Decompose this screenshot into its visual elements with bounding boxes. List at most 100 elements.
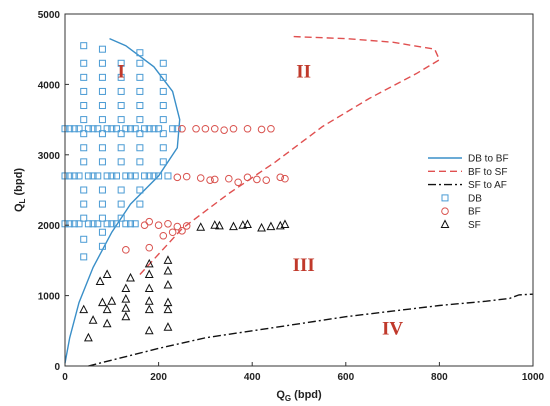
data-point-bf (253, 175, 261, 184)
data-point-db (150, 172, 158, 180)
data-point-db (103, 172, 111, 180)
data-point-db (84, 125, 92, 133)
data-point-db (80, 42, 88, 50)
data-point-db (66, 220, 74, 228)
region-label: I (117, 61, 124, 82)
data-point-db (98, 214, 106, 222)
data-point-bf (168, 228, 177, 237)
data-point-db (89, 125, 97, 133)
x-tick-label: 0 (62, 372, 68, 383)
data-point-bf (234, 178, 242, 187)
data-point-db (80, 158, 88, 166)
data-point-db (136, 116, 144, 124)
data-point-db (80, 144, 88, 152)
data-point-db (103, 125, 111, 133)
y-tick-label: 2000 (38, 221, 61, 232)
data-point-db (80, 87, 88, 95)
data-point-sf (121, 303, 131, 312)
data-point-bf (196, 174, 205, 182)
data-point-bf (201, 124, 210, 133)
data-point-bf (173, 173, 182, 182)
data-point-db (159, 144, 167, 152)
data-point-sf (144, 258, 154, 268)
data-point-db (66, 125, 74, 133)
y-axis-ticks: 0 1000 2000 3000 4000 5000 (38, 10, 69, 373)
data-point-db (141, 125, 149, 133)
data-point-db (136, 200, 144, 208)
data-point-db (169, 125, 177, 133)
data-point-db (98, 87, 106, 95)
x-tick-label: 400 (244, 372, 261, 383)
data-point-bf (210, 124, 219, 133)
data-point-sf (144, 325, 154, 335)
legend-swatch (441, 207, 449, 215)
data-point-sf (121, 283, 131, 293)
data-point-bf (182, 222, 191, 230)
data-point-db (159, 158, 167, 166)
data-point-db (80, 186, 88, 194)
data-point-db (89, 172, 97, 180)
data-point-db (80, 130, 88, 138)
data-point-db (117, 144, 125, 152)
x-axis-ticks: 0 200 400 600 800 1000 (62, 362, 545, 383)
legend-swatch (440, 219, 450, 228)
data-point-bf (159, 231, 168, 240)
data-point-sf (238, 220, 248, 229)
data-point-db (70, 220, 78, 228)
data-point-bf (229, 124, 238, 133)
data-point-db (84, 220, 92, 228)
data-point-sf (163, 304, 173, 314)
data-point-db (94, 220, 102, 228)
legend-label: SF (468, 220, 481, 231)
boundary-line (88, 293, 534, 367)
y-tick-label: 1000 (38, 292, 61, 303)
region-label: IV (382, 318, 403, 339)
data-point-db (136, 87, 144, 95)
data-point-bf (122, 246, 130, 254)
data-point-db (136, 73, 144, 81)
data-point-db (80, 102, 88, 110)
legend-label: DB to BF (468, 154, 509, 165)
data-point-bf (154, 221, 163, 229)
data-point-db (112, 125, 120, 133)
data-point-db (150, 125, 158, 133)
data-point-db (94, 172, 102, 180)
x-tick-label: 800 (431, 372, 448, 383)
data-point-db (98, 242, 106, 250)
data-point-sf (144, 283, 154, 293)
data-point-db (159, 130, 167, 138)
region-label: III (293, 255, 315, 276)
data-point-db (136, 102, 144, 110)
data-point-bf (206, 176, 214, 184)
data-point-sf (163, 322, 173, 331)
data-point-db (136, 130, 144, 138)
data-point-db (75, 220, 83, 228)
data-point-sf (163, 255, 173, 264)
data-point-sf (210, 220, 220, 229)
data-point-db (108, 220, 116, 228)
data-point-db (80, 200, 88, 208)
data-point-db (70, 172, 78, 180)
data-point-db (117, 158, 125, 166)
region-label: II (296, 61, 311, 82)
data-point-db (131, 125, 139, 133)
legend: DB to BF BF to SF SF to AF DB BF SF (428, 154, 509, 231)
data-point-db (84, 172, 92, 180)
data-point-db (117, 186, 125, 194)
data-point-db (117, 59, 125, 67)
x-tick-label: 600 (337, 372, 354, 383)
data-point-sf (107, 296, 117, 305)
data-point-db (66, 172, 74, 180)
plot-frame (64, 13, 534, 367)
data-point-db (145, 125, 153, 133)
x-tick-label: 1000 (522, 372, 545, 383)
data-point-db (136, 158, 144, 166)
data-point-db (70, 125, 78, 133)
data-point-sf (126, 272, 135, 282)
data-point-db (159, 102, 167, 110)
data-point-db (108, 125, 116, 133)
legend-label: BF (468, 207, 481, 218)
data-point-bf (173, 222, 182, 231)
data-point-db (80, 73, 88, 81)
data-point-sf (243, 219, 252, 228)
